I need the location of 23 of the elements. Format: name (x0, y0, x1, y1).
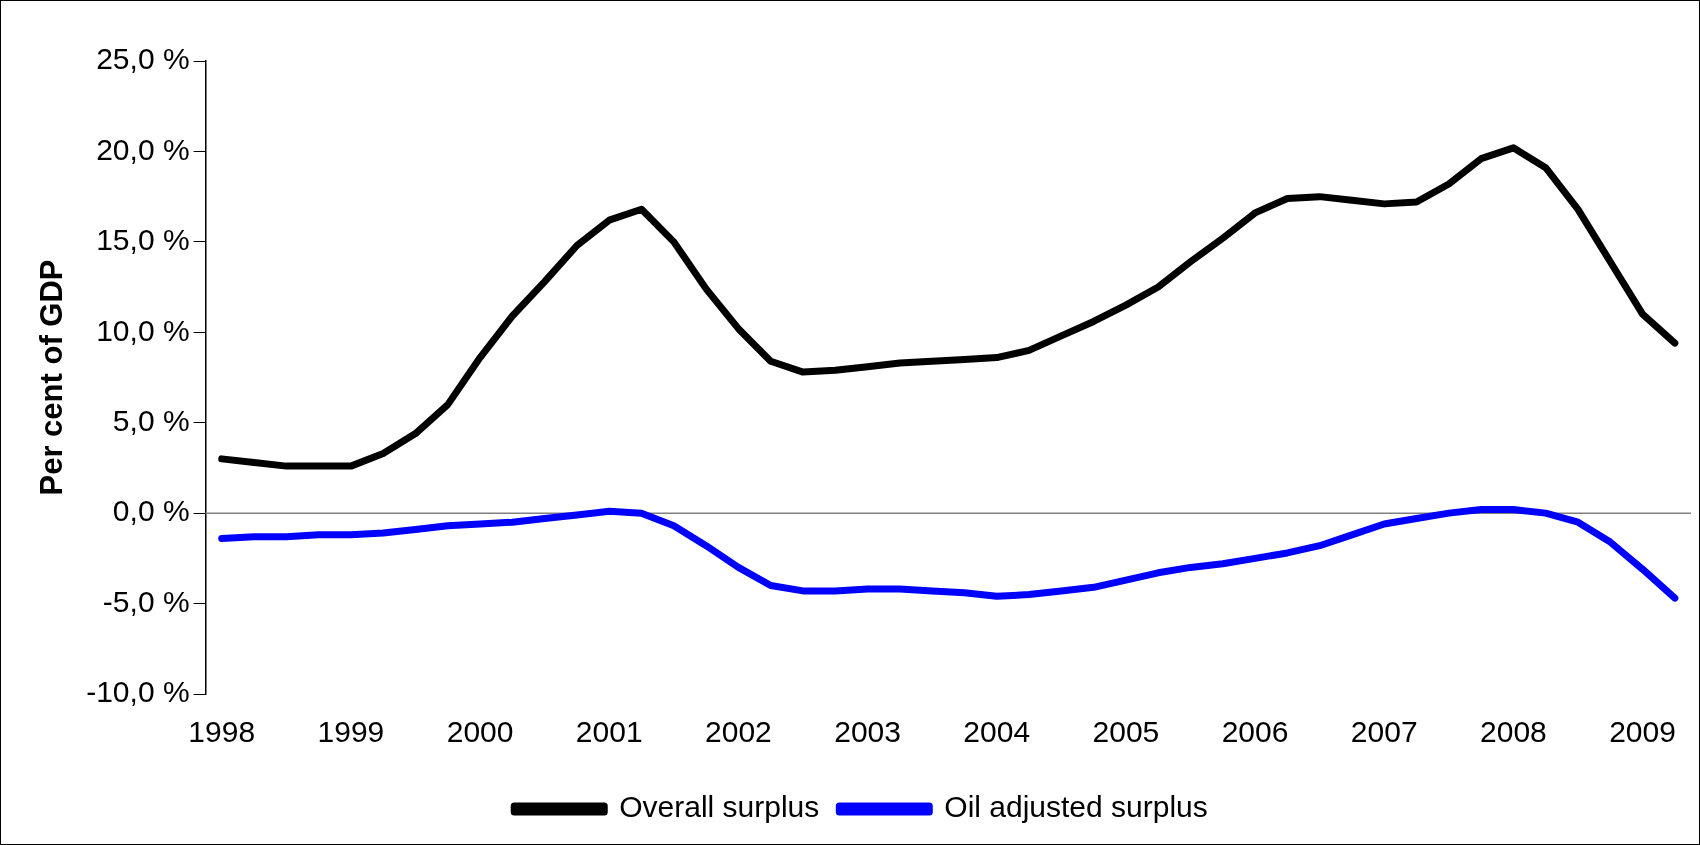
x-tick-label: 2006 (1221, 715, 1289, 749)
y-tick-label: 5,0 % (112, 403, 190, 437)
x-tick-label: 1998 (188, 715, 256, 749)
y-tick-label: 15,0 % (96, 223, 190, 257)
y-tick-label: -5,0 % (102, 584, 190, 618)
x-tick-label: 2000 (446, 715, 514, 749)
x-tick-label: 2002 (705, 715, 772, 749)
x-tick-label: 2008 (1480, 715, 1547, 749)
x-tick-label: 2004 (963, 715, 1031, 749)
legend-label: Overall surplus (619, 790, 820, 824)
y-tick-label: 10,0 % (96, 313, 190, 347)
y-axis-title: Per cent of GDP (34, 259, 70, 496)
x-tick-label: 2007 (1350, 715, 1418, 749)
y-tick-label: 0,0 % (112, 494, 190, 528)
x-tick-label: 1999 (317, 715, 385, 749)
x-tick-label: 2001 (575, 715, 643, 749)
legend-label: Oil adjusted surplus (944, 790, 1208, 824)
x-tick-label: 2003 (834, 715, 901, 749)
y-tick-label: -10,0 % (86, 675, 190, 709)
x-tick-label: 2009 (1609, 715, 1676, 749)
y-tick-label: 25,0 % (96, 42, 190, 76)
x-tick-label: 2005 (1092, 715, 1160, 749)
y-tick-label: 20,0 % (96, 132, 190, 166)
